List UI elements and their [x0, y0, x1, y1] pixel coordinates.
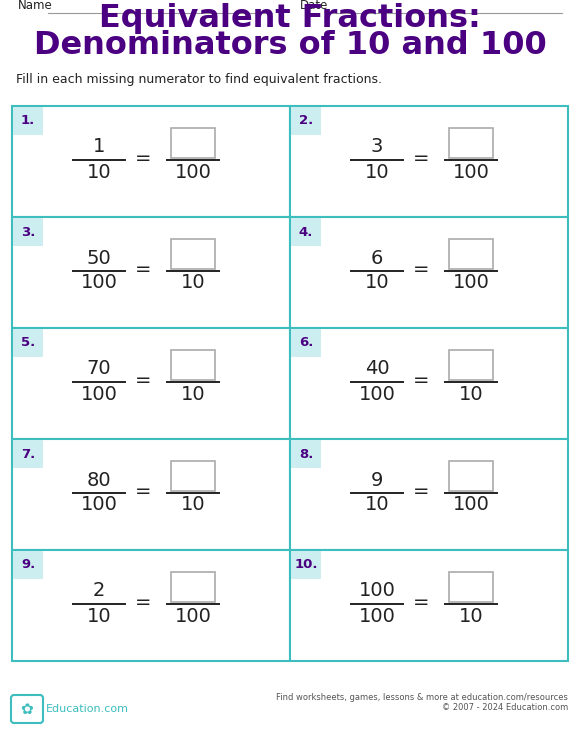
Text: 100: 100 — [452, 495, 490, 514]
Bar — [13, 440, 43, 468]
Text: 40: 40 — [365, 360, 389, 379]
Text: 70: 70 — [86, 360, 111, 379]
Text: 6: 6 — [371, 249, 383, 268]
Text: 3.: 3. — [21, 225, 35, 238]
Text: 7.: 7. — [21, 448, 35, 461]
Text: Fill in each missing numerator to find equivalent fractions.: Fill in each missing numerator to find e… — [16, 73, 382, 86]
Bar — [13, 218, 43, 246]
Bar — [449, 127, 493, 158]
Text: Find worksheets, games, lessons & more at education.com/resources: Find worksheets, games, lessons & more a… — [276, 693, 568, 702]
Text: =: = — [135, 260, 151, 279]
Text: 5.: 5. — [21, 336, 35, 350]
Text: 10: 10 — [181, 495, 205, 514]
Text: Equivalent Fractions:: Equivalent Fractions: — [99, 3, 481, 34]
Text: =: = — [413, 371, 429, 390]
Text: ✿: ✿ — [21, 701, 34, 716]
Text: 2.: 2. — [299, 115, 313, 127]
Text: 2: 2 — [93, 581, 105, 600]
Bar — [171, 461, 215, 491]
Text: Denominators of 10 and 100: Denominators of 10 and 100 — [34, 30, 546, 61]
Bar — [449, 350, 493, 379]
Text: 9: 9 — [371, 470, 383, 489]
Text: 10: 10 — [86, 163, 111, 182]
Text: Date: Date — [300, 0, 328, 12]
FancyBboxPatch shape — [11, 695, 43, 723]
Bar — [171, 572, 215, 602]
Text: 4.: 4. — [299, 225, 313, 238]
Text: 6.: 6. — [299, 336, 313, 350]
Text: 80: 80 — [86, 470, 111, 489]
Text: © 2007 - 2024 Education.com: © 2007 - 2024 Education.com — [442, 703, 568, 712]
Text: 100: 100 — [81, 495, 117, 514]
Text: 50: 50 — [86, 249, 111, 268]
Text: 100: 100 — [175, 163, 212, 182]
Bar — [291, 107, 321, 135]
Text: 10: 10 — [365, 163, 389, 182]
Text: 100: 100 — [452, 274, 490, 293]
Text: 1: 1 — [93, 137, 105, 157]
Text: 100: 100 — [81, 385, 117, 403]
Bar — [12, 328, 290, 439]
Bar — [171, 238, 215, 268]
Text: =: = — [135, 149, 151, 168]
Bar — [291, 329, 321, 357]
Text: 3: 3 — [371, 137, 383, 157]
Text: 10.: 10. — [294, 559, 318, 572]
Text: 10: 10 — [365, 274, 389, 293]
Bar — [449, 572, 493, 602]
Bar — [13, 329, 43, 357]
Text: Name: Name — [18, 0, 53, 12]
Bar — [290, 217, 568, 328]
Text: 10: 10 — [459, 385, 483, 403]
Bar — [12, 106, 290, 217]
Bar — [12, 550, 290, 661]
Bar — [290, 328, 568, 439]
Bar — [290, 550, 568, 661]
Text: =: = — [413, 260, 429, 279]
Text: 100: 100 — [358, 385, 396, 403]
Bar — [291, 218, 321, 246]
Bar — [13, 551, 43, 579]
Text: 1.: 1. — [21, 115, 35, 127]
Text: =: = — [413, 482, 429, 501]
Text: 9.: 9. — [21, 559, 35, 572]
Bar — [449, 238, 493, 268]
Bar — [449, 461, 493, 491]
Text: =: = — [135, 593, 151, 612]
Text: 10: 10 — [181, 385, 205, 403]
Bar — [12, 217, 290, 328]
Text: 100: 100 — [358, 581, 396, 600]
Bar — [171, 127, 215, 158]
Text: Education.com: Education.com — [46, 704, 129, 714]
Text: =: = — [135, 371, 151, 390]
Text: =: = — [413, 593, 429, 612]
Text: =: = — [135, 482, 151, 501]
Text: 100: 100 — [81, 274, 117, 293]
Bar — [291, 440, 321, 468]
Text: 100: 100 — [452, 163, 490, 182]
Bar — [13, 107, 43, 135]
Text: 10: 10 — [86, 606, 111, 626]
Text: 10: 10 — [181, 274, 205, 293]
Bar — [290, 106, 568, 217]
Bar — [291, 551, 321, 579]
Text: 8.: 8. — [299, 448, 313, 461]
Bar — [12, 439, 290, 550]
Text: 10: 10 — [365, 495, 389, 514]
Text: 100: 100 — [175, 606, 212, 626]
Bar — [290, 439, 568, 550]
Bar — [171, 350, 215, 379]
Text: 10: 10 — [459, 606, 483, 626]
Text: =: = — [413, 149, 429, 168]
Text: 100: 100 — [358, 606, 396, 626]
